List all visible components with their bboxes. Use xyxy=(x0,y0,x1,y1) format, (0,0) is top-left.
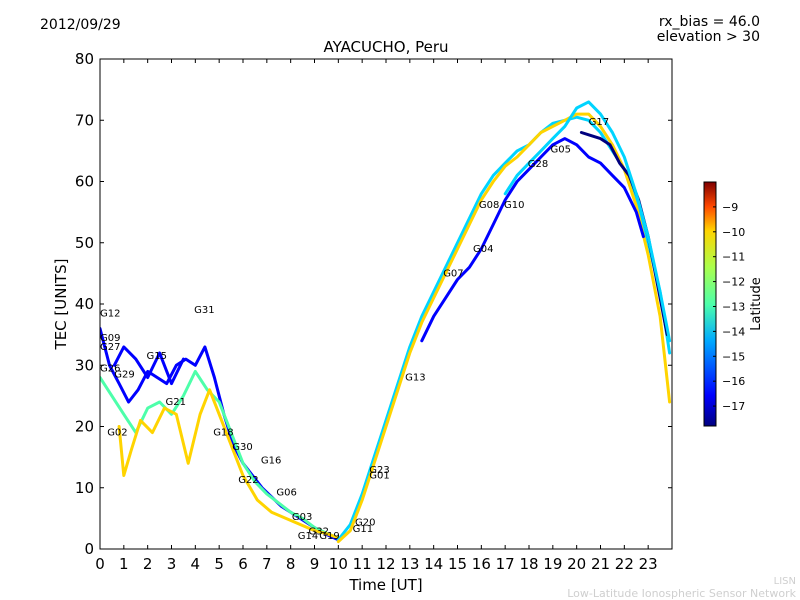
satellite-label: G04 xyxy=(473,244,493,255)
x-tick-label: 12 xyxy=(376,555,395,573)
colorbar-tick-label: −10 xyxy=(722,226,745,239)
satellite-label: G15 xyxy=(147,351,167,362)
x-tick-label: 17 xyxy=(496,555,515,573)
rx-bias-label: rx_bias = 46.0 xyxy=(658,14,760,30)
satellite-label: G21 xyxy=(166,397,186,408)
colorbar-tick-label: −12 xyxy=(722,276,745,289)
axes: 0 1 2 3 4 5 6 7 8 9 10 11 12 13 14 15 16 17 18 19 20 21 22 2301… xyxy=(75,50,672,573)
colorbar-tick-label: −17 xyxy=(722,400,745,413)
satellite-label: G12 xyxy=(100,308,120,319)
x-axis-label: Time [UT] xyxy=(348,576,422,594)
y-tick-label: 20 xyxy=(75,418,94,436)
colorbar-tick-label: −11 xyxy=(722,251,745,264)
tec-series-day-B xyxy=(336,112,672,544)
satellite-label: G05 xyxy=(551,145,571,156)
x-tick-label: 14 xyxy=(424,555,443,573)
colorbar-ticks: −9 −10 −11 −12 −13 −14 −15 −16 −17 xyxy=(713,201,745,413)
tec-series-day-C xyxy=(420,137,645,343)
y-tick-label: 30 xyxy=(75,356,94,374)
satellite-label: G06 xyxy=(276,488,296,499)
satellite-label: G18 xyxy=(213,428,233,439)
x-tick-label: 15 xyxy=(448,555,467,573)
y-axis-label: TEC [UNITS] xyxy=(52,259,70,351)
satellite-label: G30 xyxy=(232,442,252,453)
satellite-label: G20 xyxy=(355,518,375,529)
x-tick-label: 16 xyxy=(472,555,491,573)
y-tick-label: 40 xyxy=(75,295,94,313)
x-tick-label: 0 xyxy=(95,555,105,573)
colorbar-tick-label: −9 xyxy=(722,201,738,214)
satellite-label: G09 xyxy=(100,333,120,344)
colorbar-tick-label: −16 xyxy=(722,375,745,388)
colorbar-tick-label: −13 xyxy=(722,300,745,313)
satellite-label: G13 xyxy=(405,373,425,384)
y-tick-label: 70 xyxy=(75,111,94,129)
satellite-label: G28 xyxy=(528,159,548,170)
x-tick-label: 19 xyxy=(543,555,562,573)
satellite-label: G14 xyxy=(298,531,318,542)
x-tick-label: 18 xyxy=(519,555,538,573)
satellite-label: G01 xyxy=(369,471,389,482)
tec-series-day-E xyxy=(503,100,672,343)
satellite-label: G02 xyxy=(107,428,127,439)
tec-series-night-C xyxy=(117,388,340,540)
y-tick-label: 10 xyxy=(75,479,94,497)
series-layer xyxy=(100,100,672,544)
date-label: 2012/09/29 xyxy=(40,17,121,33)
x-tick-label: 2 xyxy=(143,555,153,573)
satellite-label: G31 xyxy=(194,305,214,316)
satellite-label: G17 xyxy=(589,117,609,128)
x-tick-label: 5 xyxy=(214,555,224,573)
x-tick-label: 20 xyxy=(567,555,586,573)
y-tick-label: 80 xyxy=(75,50,94,68)
x-tick-label: 6 xyxy=(238,555,248,573)
colorbar-tick-label: −14 xyxy=(722,325,745,338)
x-tick-label: 22 xyxy=(615,555,634,573)
satellite-label: G32 xyxy=(309,526,329,537)
x-tick-label: 21 xyxy=(591,555,610,573)
x-tick-label: 4 xyxy=(191,555,201,573)
chart-title: AYACUCHO, Peru xyxy=(323,38,448,56)
tec-series-night-D xyxy=(112,345,185,386)
x-tick-label: 3 xyxy=(167,555,177,573)
x-tick-label: 11 xyxy=(353,555,372,573)
x-tick-label: 23 xyxy=(639,555,658,573)
x-tick-label: 10 xyxy=(329,555,348,573)
x-tick-label: 8 xyxy=(286,555,296,573)
colorbar xyxy=(703,181,717,427)
y-tick-label: 60 xyxy=(75,173,94,191)
satellite-label: G29 xyxy=(114,370,134,381)
satellite-label: G22 xyxy=(238,475,258,486)
satellite-label: G23 xyxy=(369,465,389,476)
colorbar-label: Latitude xyxy=(749,277,764,331)
satellite-label: G07 xyxy=(443,268,463,279)
satellite-label: G16 xyxy=(261,455,281,466)
satellite-label: G11 xyxy=(353,524,373,535)
satellite-label: G03 xyxy=(292,512,312,523)
satellite-label: G26 xyxy=(100,363,120,374)
satellite-label: G19 xyxy=(319,531,339,542)
footer-lisn: LISN xyxy=(773,576,796,587)
tec-series-day-D xyxy=(579,131,669,337)
colorbar-tick-label: −15 xyxy=(722,350,745,363)
footer-network: Low-Latitude Ionospheric Sensor Network xyxy=(567,587,796,600)
x-tick-label: 7 xyxy=(262,555,272,573)
elevation-label: elevation > 30 xyxy=(656,29,760,45)
satellite-label: G27 xyxy=(100,342,120,353)
x-tick-label: 1 xyxy=(119,555,129,573)
x-tick-label: 9 xyxy=(310,555,320,573)
satellite-label: G08 xyxy=(479,200,499,211)
satellite-label: G10 xyxy=(504,200,524,211)
y-tick-label: 0 xyxy=(84,540,94,558)
x-tick-label: 13 xyxy=(400,555,419,573)
y-tick-label: 50 xyxy=(75,234,94,252)
